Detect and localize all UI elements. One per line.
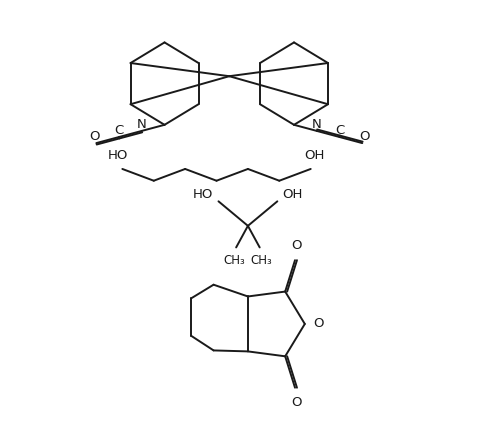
- Text: HO: HO: [193, 188, 214, 201]
- Text: O: O: [292, 395, 302, 409]
- Text: N: N: [312, 118, 321, 130]
- Text: OH: OH: [282, 188, 302, 201]
- Text: OH: OH: [304, 149, 325, 162]
- Text: O: O: [359, 130, 370, 143]
- Text: HO: HO: [108, 149, 129, 162]
- Text: CH₃: CH₃: [224, 254, 245, 267]
- Text: O: O: [292, 239, 302, 252]
- Text: C: C: [335, 124, 344, 136]
- Text: N: N: [137, 118, 147, 130]
- Text: CH₃: CH₃: [251, 254, 273, 267]
- Text: C: C: [114, 124, 124, 136]
- Text: O: O: [89, 130, 100, 143]
- Text: O: O: [314, 317, 324, 330]
